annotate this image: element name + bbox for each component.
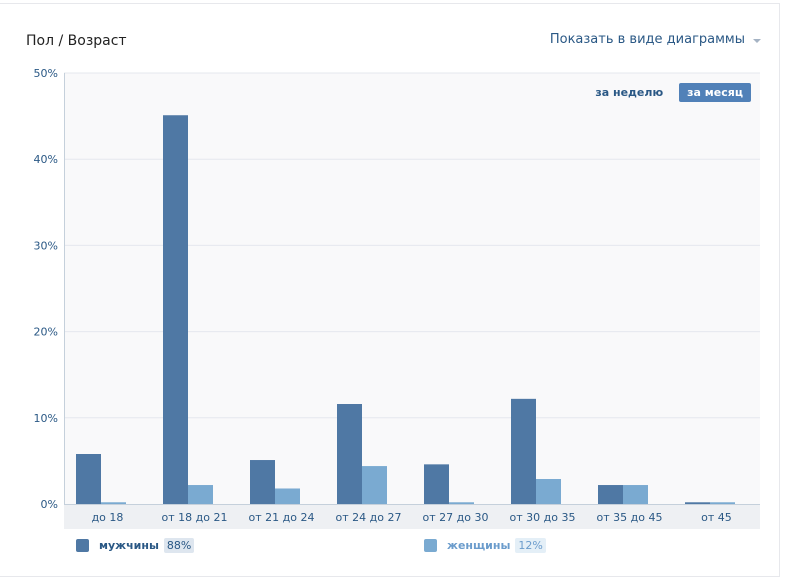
period-week-button[interactable]: за неделю [595, 86, 664, 99]
chart-panel [0, 3, 780, 577]
y-tick-label: 20% [34, 326, 58, 339]
x-tick-label: до 18 [92, 511, 124, 524]
bar-women [449, 502, 474, 504]
women-percent: 12% [515, 538, 546, 553]
men-label: мужчины [99, 539, 159, 552]
men-swatch [76, 539, 89, 552]
bar-men [76, 454, 101, 504]
bar-women [536, 479, 561, 504]
women-swatch [424, 539, 437, 552]
men-percent: 88% [163, 538, 195, 553]
y-tick-label: 50% [34, 67, 58, 80]
y-tick-label: 10% [34, 412, 58, 425]
legend-item-women[interactable]: женщины 12% [424, 538, 546, 553]
bar-women [188, 485, 213, 504]
x-tick-label: от 21 до 24 [249, 511, 315, 524]
bar-men [685, 502, 710, 504]
bar-men [424, 464, 449, 504]
bar-women [275, 488, 300, 504]
bar-men [598, 485, 623, 504]
show-as-diagram-link[interactable]: Показать в виде диаграммы [550, 32, 761, 47]
x-tick-label: от 18 до 21 [162, 511, 228, 524]
bar-men [511, 398, 536, 504]
bar-women [101, 502, 126, 504]
y-tick-label: 30% [34, 239, 58, 252]
show-as-diagram-label: Показать в виде диаграммы [549, 32, 745, 47]
x-tick-label: от 45 [701, 511, 732, 524]
x-tick-label: от 35 до 45 [597, 511, 663, 524]
y-tick-label: 40% [34, 153, 58, 166]
bar-women [623, 485, 648, 504]
bar-women [710, 502, 735, 504]
legend: мужчины 88% женщины 12% [76, 538, 776, 556]
bar-men [163, 115, 188, 504]
x-tick-label: от 27 до 30 [423, 511, 489, 524]
x-tick-label: от 30 до 35 [510, 511, 576, 524]
bar-men [250, 460, 275, 504]
chevron-down-icon [753, 38, 761, 43]
period-toggle: за неделю за месяц [587, 83, 751, 102]
page-title: Пол / Возраст [26, 33, 127, 49]
bar-women [362, 466, 387, 504]
period-month-button[interactable]: за месяц [679, 83, 751, 102]
y-tick-label: 0% [41, 498, 58, 511]
women-label: женщины [447, 539, 511, 552]
x-tick-label: от 24 до 27 [336, 511, 402, 524]
x-axis-band [64, 504, 760, 529]
bar-men [337, 404, 362, 504]
legend-item-men[interactable]: мужчины 88% [76, 538, 195, 553]
